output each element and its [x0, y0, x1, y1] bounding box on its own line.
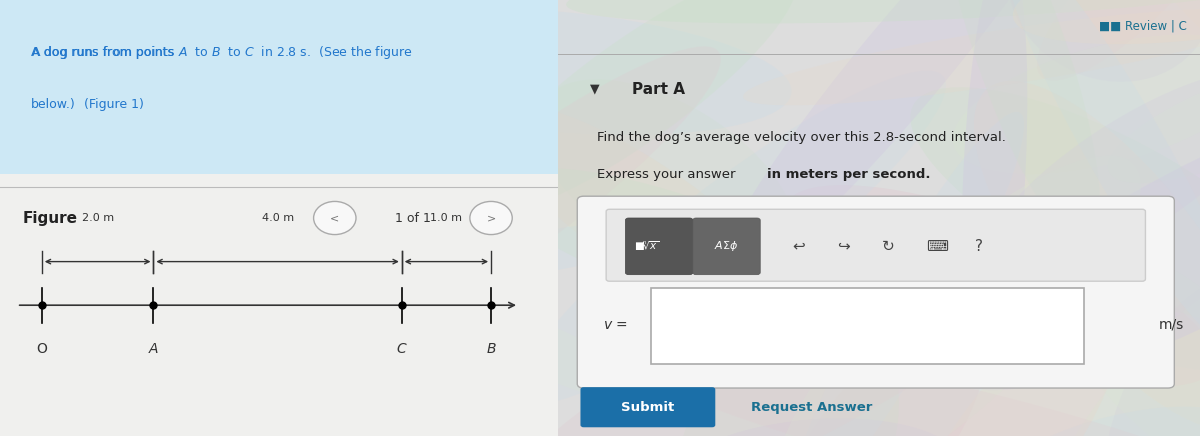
Text: ■■ Review | C: ■■ Review | C [1099, 20, 1187, 33]
Text: >: > [486, 213, 496, 223]
Text: m/s: m/s [1158, 318, 1183, 332]
Text: 4.0 m: 4.0 m [262, 213, 294, 223]
Bar [0, 0, 558, 174]
Ellipse shape [1044, 251, 1200, 436]
Ellipse shape [822, 252, 1200, 379]
Ellipse shape [785, 185, 1200, 387]
Ellipse shape [517, 71, 946, 404]
Text: ↪: ↪ [838, 239, 850, 254]
Ellipse shape [342, 262, 683, 412]
Text: A: A [149, 342, 158, 356]
Ellipse shape [994, 406, 1200, 436]
Ellipse shape [616, 339, 1200, 436]
Ellipse shape [983, 71, 1200, 281]
Text: 2.0 m: 2.0 m [82, 213, 114, 223]
Text: C: C [397, 342, 407, 356]
Ellipse shape [1003, 0, 1200, 352]
Ellipse shape [566, 0, 1200, 24]
Ellipse shape [313, 8, 792, 135]
FancyBboxPatch shape [606, 209, 1146, 281]
Text: Submit: Submit [622, 401, 674, 414]
FancyBboxPatch shape [692, 218, 761, 275]
Ellipse shape [953, 34, 1200, 174]
Circle shape [470, 201, 512, 235]
FancyBboxPatch shape [577, 196, 1175, 388]
Ellipse shape [943, 0, 1100, 245]
Text: ↩: ↩ [792, 239, 805, 254]
Text: Find the dog’s average velocity over this 2.8-second interval.: Find the dog’s average velocity over thi… [596, 131, 1006, 144]
Text: Request Answer: Request Answer [751, 401, 872, 414]
Ellipse shape [676, 310, 899, 436]
Ellipse shape [493, 209, 1076, 436]
Ellipse shape [662, 418, 965, 436]
Text: in meters per second.: in meters per second. [767, 168, 930, 181]
Ellipse shape [302, 46, 721, 364]
Text: 1.0 m: 1.0 m [431, 213, 462, 223]
Ellipse shape [1040, 0, 1200, 184]
Text: A dog runs from points: A dog runs from points [31, 46, 178, 59]
FancyBboxPatch shape [625, 218, 692, 275]
Ellipse shape [911, 87, 1200, 325]
Ellipse shape [494, 168, 852, 319]
Ellipse shape [904, 305, 1120, 436]
Text: B: B [486, 342, 496, 356]
Circle shape [313, 201, 356, 235]
Ellipse shape [469, 0, 797, 215]
Text: ▼: ▼ [590, 83, 600, 96]
Text: below.): below.) [31, 98, 76, 111]
Ellipse shape [974, 81, 1200, 431]
Ellipse shape [948, 89, 1200, 390]
Ellipse shape [715, 0, 1093, 288]
Ellipse shape [1098, 276, 1200, 436]
Ellipse shape [581, 268, 907, 377]
Text: (Figure 1): (Figure 1) [84, 98, 144, 111]
Ellipse shape [774, 319, 985, 436]
FancyBboxPatch shape [581, 387, 715, 427]
Text: $A\Sigma\phi$: $A\Sigma\phi$ [714, 239, 738, 253]
Ellipse shape [494, 106, 809, 341]
Ellipse shape [260, 212, 738, 307]
Ellipse shape [1008, 0, 1200, 82]
Ellipse shape [962, 0, 1027, 386]
Ellipse shape [776, 156, 1141, 436]
Text: $\blacksquare\!\sqrt[{\rm n}]{x}$: $\blacksquare\!\sqrt[{\rm n}]{x}$ [634, 239, 659, 253]
Ellipse shape [1108, 61, 1200, 183]
Text: Express your answer: Express your answer [596, 168, 739, 181]
Ellipse shape [787, 112, 1024, 436]
Text: ⌨: ⌨ [925, 239, 948, 254]
Text: $v$ =: $v$ = [602, 318, 628, 332]
Text: ↻: ↻ [882, 239, 895, 254]
Text: ?: ? [974, 239, 983, 254]
Bar [0, 174, 558, 436]
Text: Part A: Part A [632, 82, 685, 97]
Text: O: O [36, 342, 47, 356]
Ellipse shape [1013, 0, 1200, 44]
Ellipse shape [1037, 0, 1200, 81]
Text: Figure: Figure [23, 211, 77, 225]
Text: A dog runs from points $\mathit{A}$  to $\mathit{B}$  to $\mathit{C}$  in 2.8 s.: A dog runs from points $\mathit{A}$ to $… [31, 44, 413, 61]
Text: <: < [330, 213, 340, 223]
Ellipse shape [743, 9, 1200, 106]
FancyBboxPatch shape [652, 288, 1085, 364]
Ellipse shape [1039, 236, 1200, 436]
Ellipse shape [536, 79, 796, 278]
Text: 1 of 1: 1 of 1 [395, 211, 431, 225]
